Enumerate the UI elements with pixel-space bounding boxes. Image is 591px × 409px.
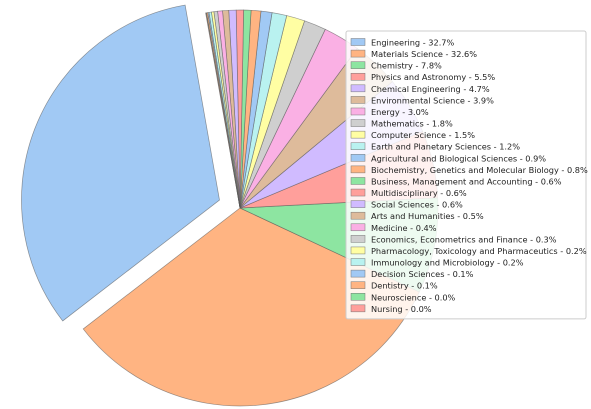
legend-label-decision-sciences: Decision Sciences - 0.1% bbox=[371, 269, 474, 279]
pie-slice-engineering bbox=[21, 4, 220, 322]
legend-swatch-energy bbox=[350, 107, 366, 116]
legend-label-economics-econometrics-and-finance: Economics, Econometrics and Finance - 0.… bbox=[371, 234, 557, 244]
legend-swatch-medicine bbox=[350, 223, 366, 232]
legend-swatch-social-sciences bbox=[350, 200, 366, 208]
legend-label-agricultural-and-biological-sciences: Agricultural and Biological Sciences - 0… bbox=[371, 153, 546, 163]
legend-swatch-computer-science bbox=[350, 130, 366, 139]
legend-label-engineering: Engineering - 32.7% bbox=[371, 38, 455, 48]
legend-label-social-sciences: Social Sciences - 0.6% bbox=[371, 200, 463, 210]
legend-label-business-management-and-accounting: Business, Management and Accounting - 0.… bbox=[371, 176, 562, 186]
legend-swatch-biochemistry-genetics-and-molecular-biology bbox=[350, 165, 366, 174]
legend-swatch-physics-and-astronomy bbox=[350, 72, 366, 81]
legend-swatch-immunology-and-microbiology bbox=[350, 258, 366, 266]
legend-swatch-chemical-engineering bbox=[350, 84, 366, 93]
legend-label-pharmacology-toxicology-and-pharmaceutics: Pharmacology, Toxicology and Pharmaceuti… bbox=[371, 246, 587, 256]
legend-swatch-decision-sciences bbox=[350, 269, 366, 278]
legend-swatch-dentistry bbox=[350, 281, 366, 289]
legend-swatch-earth-and-planetary-sciences bbox=[350, 142, 366, 150]
legend-label-multidisciplinary: Multidisciplinary - 0.6% bbox=[371, 188, 467, 198]
legend-swatch-materials-science bbox=[350, 49, 366, 58]
legend-swatch-business-management-and-accounting bbox=[350, 177, 366, 185]
legend-swatch-arts-and-humanities bbox=[350, 211, 366, 220]
legend-label-energy: Energy - 3.0% bbox=[371, 107, 429, 117]
legend-label-physics-and-astronomy: Physics and Astronomy - 5.5% bbox=[371, 72, 495, 82]
legend-box bbox=[345, 30, 587, 320]
legend-swatch-mathematics bbox=[350, 119, 366, 127]
legend-swatch-neuroscience bbox=[350, 293, 366, 301]
legend-label-chemical-engineering: Chemical Engineering - 4.7% bbox=[371, 84, 490, 94]
legend-label-materials-science: Materials Science - 32.6% bbox=[371, 49, 477, 59]
legend: Engineering - 32.7%Materials Science - 3… bbox=[345, 30, 588, 320]
legend-label-immunology-and-microbiology: Immunology and Microbiology - 0.2% bbox=[371, 258, 524, 268]
legend-swatch-chemistry bbox=[350, 61, 366, 69]
legend-swatch-multidisciplinary bbox=[350, 188, 366, 197]
legend-label-arts-and-humanities: Arts and Humanities - 0.5% bbox=[371, 211, 484, 221]
legend-swatch-agricultural-and-biological-sciences bbox=[350, 154, 366, 162]
legend-items: Engineering - 32.7%Materials Science - 3… bbox=[350, 38, 588, 314]
legend-label-environmental-science: Environmental Science - 3.9% bbox=[371, 95, 494, 105]
legend-label-medicine: Medicine - 0.4% bbox=[371, 223, 437, 233]
legend-label-biochemistry-genetics-and-molecular-biology: Biochemistry, Genetics and Molecular Bio… bbox=[371, 165, 588, 175]
legend-label-neuroscience: Neuroscience - 0.0% bbox=[371, 292, 456, 302]
legend-swatch-economics-econometrics-and-finance bbox=[350, 235, 366, 243]
legend-label-mathematics: Mathematics - 1.8% bbox=[371, 119, 453, 129]
legend-swatch-environmental-science bbox=[350, 96, 366, 104]
legend-swatch-nursing bbox=[350, 304, 366, 313]
legend-label-nursing: Nursing - 0.0% bbox=[371, 304, 432, 314]
legend-label-chemistry: Chemistry - 7.8% bbox=[371, 61, 442, 71]
legend-swatch-pharmacology-toxicology-and-pharmaceutics bbox=[350, 246, 366, 255]
legend-label-dentistry: Dentistry - 0.1% bbox=[371, 281, 438, 291]
legend-label-earth-and-planetary-sciences: Earth and Planetary Sciences - 1.2% bbox=[371, 142, 520, 152]
pie-slice-materials-science bbox=[82, 207, 420, 407]
legend-swatch-engineering bbox=[350, 38, 366, 46]
pie-slice-nursing bbox=[205, 12, 241, 209]
legend-label-computer-science: Computer Science - 1.5% bbox=[371, 130, 475, 140]
